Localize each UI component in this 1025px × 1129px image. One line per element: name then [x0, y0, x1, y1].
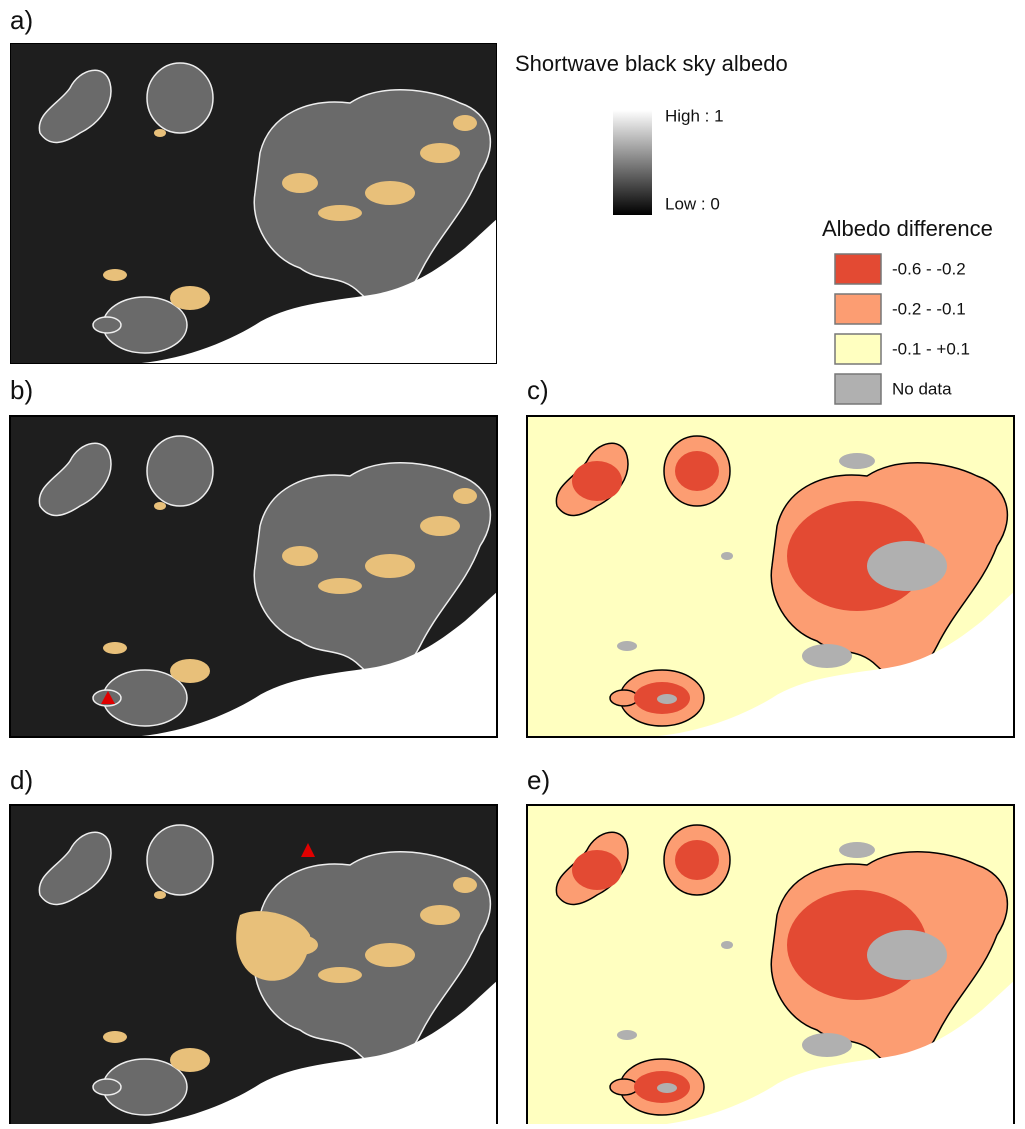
panel-label: d) — [10, 765, 33, 795]
map-d — [10, 805, 497, 1124]
panel-label: e) — [527, 765, 550, 795]
legend-title: Albedo difference — [822, 216, 993, 241]
legend-label: -0.1 - +0.1 — [892, 339, 970, 358]
map-c — [527, 416, 1014, 737]
map-a — [10, 43, 497, 364]
panel-label: b) — [10, 375, 33, 405]
legend-swatch — [834, 253, 882, 285]
panel-label: a) — [10, 5, 33, 35]
panel-label: c) — [527, 375, 549, 405]
map-b — [10, 416, 497, 737]
legend-classes: -0.6 - -0.2 -0.2 - -0.1 -0.1 - +0.1 No data — [834, 253, 970, 405]
legend-label: Low : 0 — [665, 194, 720, 213]
legend-label: -0.6 - -0.2 — [892, 259, 966, 278]
legend-label: No data — [892, 379, 952, 398]
map-e — [527, 805, 1014, 1124]
legend-swatch — [834, 293, 882, 325]
legend-swatch — [834, 333, 882, 365]
gradient-bar — [613, 110, 652, 215]
legend-label: High : 1 — [665, 106, 724, 125]
legend-title: Shortwave black sky albedo — [515, 51, 788, 76]
legend-label: -0.2 - -0.1 — [892, 299, 966, 318]
legend-swatch — [834, 373, 882, 405]
